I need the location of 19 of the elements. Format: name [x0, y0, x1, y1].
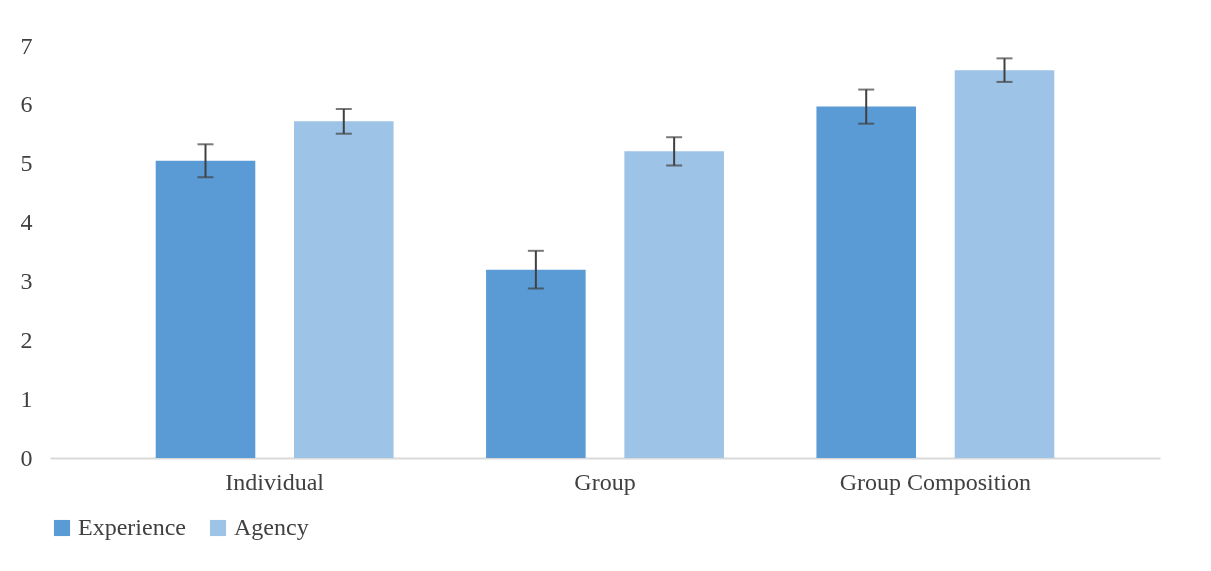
bar — [816, 106, 916, 458]
y-tick-label: 0 — [20, 444, 33, 471]
y-tick-label: 4 — [20, 209, 33, 236]
y-tick-label: 7 — [20, 32, 33, 59]
legend-label: Agency — [234, 514, 309, 540]
x-tick-label: Group Composition — [839, 468, 1032, 495]
x-tick-label: Individual — [225, 468, 325, 495]
y-tick-label: 5 — [20, 150, 33, 177]
y-tick-label: 3 — [20, 267, 33, 294]
bar — [954, 70, 1055, 458]
bar — [624, 151, 724, 458]
y-tick-label: 6 — [20, 91, 33, 118]
y-tick-label: 2 — [20, 326, 33, 353]
legend-label: Experience — [78, 514, 186, 540]
bar — [155, 160, 256, 458]
bar — [486, 269, 586, 458]
x-tick-label: Group — [574, 468, 636, 495]
bar — [294, 121, 394, 458]
y-tick-label: 1 — [20, 385, 33, 412]
